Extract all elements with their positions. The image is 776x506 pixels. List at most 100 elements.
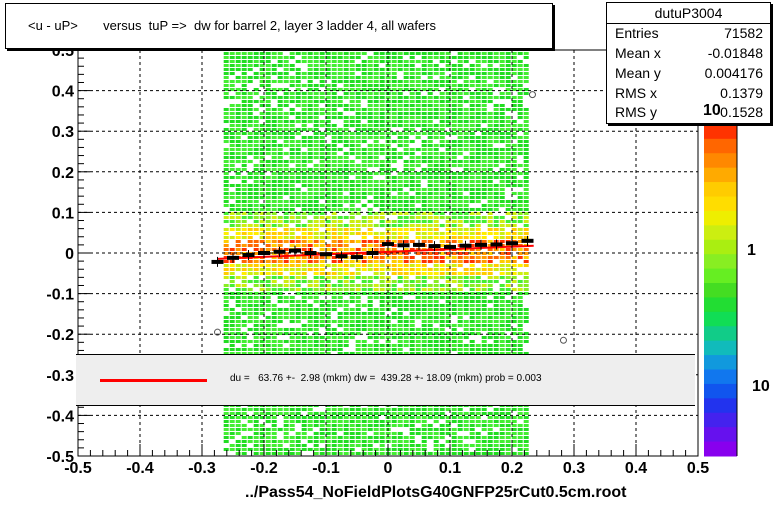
heatmap-cell <box>475 96 481 99</box>
heatmap-cell <box>463 268 469 271</box>
heatmap-cell <box>319 256 325 259</box>
heatmap-cell <box>367 100 373 103</box>
heatmap-cell <box>343 352 349 355</box>
stats-key: RMS y <box>615 104 657 120</box>
heatmap-cell <box>367 200 373 203</box>
heatmap-cell <box>523 340 529 343</box>
heatmap-cell <box>313 332 319 335</box>
heatmap-cell <box>463 272 469 275</box>
heatmap-cell <box>259 452 265 455</box>
heatmap-cell <box>325 84 331 87</box>
heatmap-cell <box>499 352 505 355</box>
heatmap-cell <box>439 60 445 63</box>
heatmap-cell <box>361 348 367 351</box>
heatmap-cell <box>475 92 481 95</box>
heatmap-cell <box>493 72 499 75</box>
heatmap-cell <box>511 204 517 207</box>
heatmap-cell <box>253 52 259 55</box>
heatmap-cell <box>265 280 271 283</box>
heatmap-cell <box>379 284 385 287</box>
heatmap-cell <box>295 192 301 195</box>
heatmap-cell <box>223 160 229 163</box>
heatmap-cell <box>421 328 427 331</box>
heatmap-cell <box>457 164 463 167</box>
heatmap-cell <box>235 120 241 123</box>
heatmap-cell <box>379 424 385 427</box>
heatmap-cell <box>241 56 247 59</box>
heatmap-cell <box>457 116 463 119</box>
heatmap-cell <box>499 136 505 139</box>
heatmap-cell <box>325 292 331 295</box>
heatmap-cell <box>493 324 499 327</box>
heatmap-cell <box>265 284 271 287</box>
heatmap-cell <box>445 240 451 243</box>
heatmap-cell <box>361 140 367 143</box>
heatmap-cell <box>517 116 523 119</box>
heatmap-cell <box>469 176 475 179</box>
heatmap-cell <box>367 224 373 227</box>
heatmap-cell <box>373 320 379 323</box>
heatmap-cell <box>319 308 325 311</box>
color-scale-step <box>704 326 737 342</box>
heatmap-cell <box>283 180 289 183</box>
heatmap-cell <box>271 208 277 211</box>
heatmap-cell <box>301 316 307 319</box>
heatmap-cell <box>307 412 313 415</box>
heatmap-cell <box>235 172 241 175</box>
heatmap-cell <box>223 308 229 311</box>
heatmap-cell <box>235 236 241 239</box>
heatmap-cell <box>421 108 427 111</box>
heatmap-cell <box>439 344 445 347</box>
heatmap-cell <box>247 236 253 239</box>
heatmap-cell <box>487 196 493 199</box>
heatmap-cell <box>439 204 445 207</box>
heatmap-cell <box>373 116 379 119</box>
heatmap-cell <box>397 228 403 231</box>
heatmap-cell <box>415 252 421 255</box>
heatmap-cell <box>499 236 505 239</box>
heatmap-cell <box>379 428 385 431</box>
heatmap-cell <box>247 188 253 191</box>
heatmap-cell <box>511 172 517 175</box>
heatmap-cell <box>241 232 247 235</box>
heatmap-cell <box>379 104 385 107</box>
heatmap-cell <box>469 124 475 127</box>
profile-point <box>475 242 487 247</box>
heatmap-cell <box>319 136 325 139</box>
heatmap-cell <box>463 352 469 355</box>
heatmap-cell <box>409 288 415 291</box>
heatmap-cell <box>517 212 523 215</box>
heatmap-cell <box>253 432 259 435</box>
heatmap-cell <box>481 260 487 263</box>
heatmap-cell <box>469 148 475 151</box>
heatmap-cell <box>403 424 409 427</box>
heatmap-cell <box>283 424 289 427</box>
heatmap-cell <box>253 124 259 127</box>
x-tick-label: -0.1 <box>312 460 340 477</box>
heatmap-cell <box>253 176 259 179</box>
heatmap-cell <box>415 88 421 91</box>
heatmap-cell <box>235 228 241 231</box>
heatmap-cell <box>271 92 277 95</box>
heatmap-cell <box>331 204 337 207</box>
heatmap-cell <box>517 196 523 199</box>
heatmap-cell <box>511 316 517 319</box>
heatmap-cell <box>289 336 295 339</box>
heatmap-cell <box>271 160 277 163</box>
heatmap-cell <box>265 220 271 223</box>
heatmap-cell <box>355 300 361 303</box>
heatmap-cell <box>271 264 277 267</box>
heatmap-cell <box>343 208 349 211</box>
heatmap-cell <box>463 336 469 339</box>
heatmap-cell <box>457 120 463 123</box>
heatmap-cell <box>427 284 433 287</box>
heatmap-cell <box>229 72 235 75</box>
heatmap-cell <box>337 112 343 115</box>
heatmap-cell <box>481 128 487 131</box>
heatmap-cell <box>289 288 295 291</box>
heatmap-cell <box>229 112 235 115</box>
heatmap-cell <box>223 132 229 135</box>
heatmap-cell <box>409 440 415 443</box>
heatmap-cell <box>475 344 481 347</box>
heatmap-cell <box>433 220 439 223</box>
